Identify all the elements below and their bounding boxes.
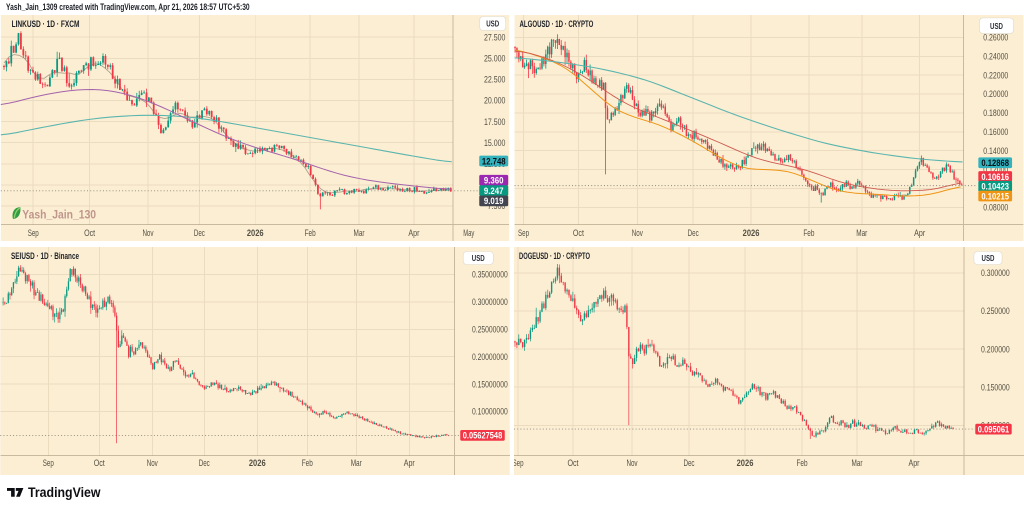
svg-text:0.30000000: 0.30000000 [472,297,508,307]
svg-text:0.095061: 0.095061 [978,424,1009,434]
svg-text:Nov: Nov [626,458,637,468]
svg-text:2026: 2026 [249,458,266,468]
svg-text:Sep: Sep [514,458,524,468]
svg-text:ALGOUSD · 1D · CRYPTO: ALGOUSD · 1D · CRYPTO [520,19,594,29]
svg-text:DOGEUSD · 1D · CRYPTO: DOGEUSD · 1D · CRYPTO [519,251,590,261]
svg-text:Dec: Dec [199,458,210,468]
svg-text:0.22000: 0.22000 [983,70,1008,80]
svg-text:0.26000: 0.26000 [983,33,1008,43]
svg-text:22.500: 22.500 [484,75,505,85]
svg-text:Oct: Oct [567,458,578,468]
svg-text:Apr: Apr [908,458,919,468]
svg-text:9.247: 9.247 [484,186,504,196]
svg-text:Nov: Nov [142,228,153,238]
svg-text:USD: USD [486,19,499,29]
svg-text:27.500: 27.500 [484,32,505,42]
svg-text:0.10423: 0.10423 [981,182,1009,192]
svg-text:Mar: Mar [851,458,862,468]
svg-text:Nov: Nov [147,458,158,468]
svg-text:Mar: Mar [353,228,364,238]
svg-text:Nov: Nov [632,228,643,238]
svg-text:0.14000: 0.14000 [983,146,1008,156]
svg-text:Dec: Dec [194,228,205,238]
svg-text:Feb: Feb [305,228,316,238]
svg-text:0.12868: 0.12868 [981,158,1009,168]
svg-text:LINKUSD · 1D · FXCM: LINKUSD · 1D · FXCM [12,19,80,29]
svg-text:Oct: Oct [84,228,95,238]
svg-text:2026: 2026 [743,228,760,238]
svg-text:0.10000000: 0.10000000 [472,407,508,417]
svg-text:0.10616: 0.10616 [981,172,1009,182]
svg-text:0.20000000: 0.20000000 [472,352,508,362]
svg-text:Sep: Sep [518,228,529,238]
svg-text:Dec: Dec [683,458,694,468]
svg-text:TradingView: TradingView [28,484,101,500]
svg-text:2026: 2026 [247,228,264,238]
svg-text:Feb: Feb [302,458,313,468]
svg-text:Sep: Sep [28,228,39,238]
svg-text:Feb: Feb [803,228,814,238]
svg-text:Apr: Apr [408,228,419,238]
svg-text:Apr: Apr [914,228,925,238]
svg-text:USD: USD [982,253,995,263]
svg-text:25.000: 25.000 [484,53,505,63]
svg-text:USD: USD [990,21,1003,31]
svg-text:20.000: 20.000 [484,96,505,106]
svg-text:0.35000000: 0.35000000 [472,270,508,280]
svg-text:0.05627548: 0.05627548 [463,431,503,441]
svg-text:9.019: 9.019 [484,196,504,206]
svg-text:0.150000: 0.150000 [981,382,1010,392]
svg-text:12.748: 12.748 [482,156,506,166]
svg-text:Sep: Sep [43,458,54,468]
svg-text:0.16000: 0.16000 [983,127,1008,137]
svg-text:0.18000: 0.18000 [983,108,1008,118]
svg-text:0.10215: 0.10215 [981,191,1009,201]
svg-text:0.08000: 0.08000 [983,202,1008,212]
svg-text:Mar: Mar [351,458,362,468]
svg-text:2026: 2026 [737,458,754,468]
svg-text:Dec: Dec [688,228,699,238]
svg-text:Oct: Oct [94,458,105,468]
svg-text:0.300000: 0.300000 [981,268,1010,278]
svg-text:Yash_Jain_130: Yash_Jain_130 [22,208,96,222]
svg-text:0.25000000: 0.25000000 [472,325,508,335]
svg-text:0.250000: 0.250000 [981,306,1010,316]
svg-text:Feb: Feb [796,458,807,468]
svg-text:0.24000: 0.24000 [983,52,1008,62]
svg-text:0.20000: 0.20000 [983,89,1008,99]
svg-text:9.360: 9.360 [484,176,504,186]
svg-text:15.000: 15.000 [484,138,505,148]
svg-text:USD: USD [472,253,485,263]
svg-text:Apr: Apr [404,458,415,468]
svg-text:0.200000: 0.200000 [981,344,1010,354]
svg-text:0.15000000: 0.15000000 [472,379,508,389]
svg-text:May: May [463,228,474,238]
svg-text:Mar: Mar [856,228,867,238]
svg-text:17.500: 17.500 [484,117,505,127]
svg-text:SEIUSD · 1D · Binance: SEIUSD · 1D · Binance [11,251,79,261]
svg-text:Oct: Oct [573,228,584,238]
svg-text:0.12000: 0.12000 [983,165,1008,175]
